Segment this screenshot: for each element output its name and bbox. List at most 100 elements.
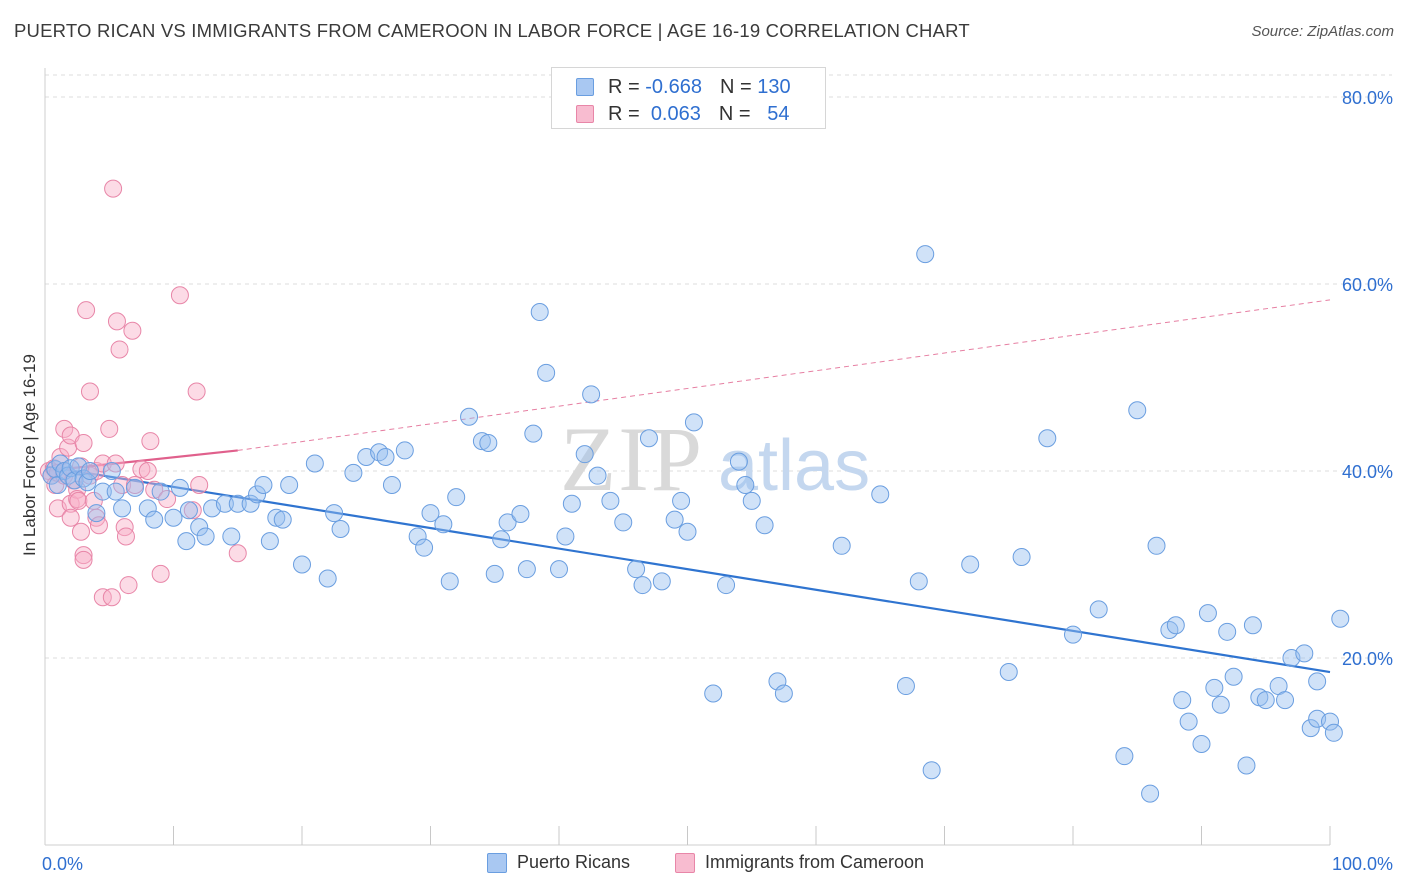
point-puerto-rican bbox=[633, 576, 652, 595]
point-puerto-rican bbox=[916, 245, 935, 264]
point-puerto-rican bbox=[447, 488, 466, 507]
point-puerto-rican bbox=[93, 482, 112, 501]
point-puerto-rican bbox=[190, 518, 209, 537]
point-puerto-rican bbox=[1192, 735, 1211, 754]
point-puerto-rican bbox=[961, 555, 980, 574]
point-puerto-rican bbox=[530, 303, 549, 322]
point-puerto-rican bbox=[164, 508, 183, 527]
point-puerto-rican bbox=[479, 433, 498, 452]
point-cameroon bbox=[187, 382, 206, 401]
series-legend: Puerto Ricans Immigrants from Cameroon bbox=[0, 852, 1406, 878]
point-puerto-rican bbox=[138, 499, 157, 518]
point-puerto-rican bbox=[1324, 723, 1343, 742]
legend-swatch-pink bbox=[675, 852, 695, 873]
legend-swatch-pink bbox=[576, 105, 594, 123]
point-cameroon bbox=[190, 476, 209, 495]
point-cameroon bbox=[158, 490, 177, 509]
point-cameroon bbox=[132, 460, 151, 479]
point-puerto-rican bbox=[1243, 616, 1262, 635]
point-puerto-rican bbox=[627, 560, 646, 579]
point-cameroon bbox=[74, 546, 93, 565]
point-cameroon bbox=[228, 544, 247, 563]
point-puerto-rican bbox=[729, 452, 748, 471]
legend-n-label: N = bbox=[718, 102, 751, 125]
point-puerto-rican bbox=[717, 576, 736, 595]
point-cameroon bbox=[115, 518, 134, 537]
point-puerto-rican bbox=[344, 463, 363, 482]
point-puerto-rican bbox=[382, 476, 401, 495]
point-puerto-rican bbox=[267, 508, 286, 527]
point-puerto-rican bbox=[1198, 604, 1217, 623]
legend-swatch-blue bbox=[576, 78, 594, 96]
point-puerto-rican bbox=[59, 466, 78, 485]
point-puerto-rican bbox=[170, 478, 189, 497]
legend-label: Immigrants from Cameroon bbox=[705, 852, 925, 872]
legend-row-puerto-ricans: R = -0.668 N = 130 bbox=[576, 75, 791, 99]
point-cameroon bbox=[77, 301, 96, 320]
point-puerto-rican bbox=[922, 761, 941, 780]
point-puerto-rican bbox=[254, 476, 273, 495]
chart-title: PUERTO RICAN VS IMMIGRANTS FROM CAMEROON… bbox=[14, 20, 970, 41]
legend-item-puerto-ricans[interactable]: Puerto Ricans bbox=[487, 852, 630, 873]
legend-item-cameroon[interactable]: Immigrants from Cameroon bbox=[675, 852, 924, 873]
point-puerto-rican bbox=[61, 459, 80, 478]
point-puerto-rican bbox=[125, 478, 144, 497]
point-puerto-rican bbox=[395, 441, 414, 460]
series-cameroon-points bbox=[39, 179, 247, 607]
series-puerto-rican-points bbox=[42, 245, 1350, 803]
point-cameroon bbox=[145, 480, 164, 499]
source-label: Source: ZipAtlas.com bbox=[1251, 23, 1394, 40]
point-puerto-rican bbox=[421, 504, 440, 523]
point-puerto-rican bbox=[1301, 719, 1320, 738]
point-puerto-rican bbox=[273, 510, 292, 529]
point-puerto-rican bbox=[678, 522, 697, 541]
point-puerto-rican bbox=[562, 494, 581, 513]
point-puerto-rican bbox=[639, 429, 658, 448]
point-puerto-rican bbox=[524, 424, 543, 443]
legend-n-value: 54 bbox=[767, 102, 790, 125]
point-puerto-rican bbox=[665, 510, 684, 529]
point-cameroon bbox=[170, 286, 189, 305]
legend-r-value: -0.668 bbox=[645, 75, 702, 98]
gridlines bbox=[45, 74, 1392, 659]
point-puerto-rican bbox=[145, 510, 164, 529]
point-puerto-rican bbox=[774, 684, 793, 703]
point-puerto-rican bbox=[318, 569, 337, 588]
point-cameroon bbox=[138, 462, 157, 480]
point-puerto-rican bbox=[755, 516, 774, 535]
point-puerto-rican bbox=[78, 473, 97, 492]
point-cameroon bbox=[151, 564, 170, 583]
point-puerto-rican bbox=[1089, 600, 1108, 619]
point-puerto-rican bbox=[1308, 672, 1327, 691]
point-cameroon bbox=[119, 576, 138, 595]
legend-r-value: 0.063 bbox=[650, 102, 701, 125]
point-puerto-rican bbox=[517, 560, 536, 579]
point-puerto-rican bbox=[652, 572, 671, 591]
legend-r-label: R = bbox=[608, 75, 640, 98]
point-puerto-rican bbox=[215, 494, 234, 513]
legend-label: Puerto Ricans bbox=[517, 852, 631, 872]
point-cameroon bbox=[116, 527, 135, 546]
point-puerto-rican bbox=[80, 462, 99, 480]
x-tick-label: 0.0% bbox=[42, 854, 83, 874]
point-cameroon bbox=[55, 419, 74, 438]
point-puerto-rican bbox=[1321, 712, 1339, 731]
y-tick-label: 60.0% bbox=[1342, 275, 1393, 295]
point-puerto-rican bbox=[248, 485, 267, 504]
point-puerto-rican bbox=[588, 466, 607, 485]
point-puerto-rican bbox=[1224, 667, 1243, 686]
point-puerto-rican bbox=[1160, 620, 1179, 639]
point-cameroon bbox=[55, 466, 74, 485]
point-puerto-rican bbox=[1211, 695, 1230, 714]
point-puerto-rican bbox=[87, 504, 106, 523]
point-puerto-rican bbox=[260, 532, 279, 551]
legend-swatch-blue bbox=[487, 852, 507, 873]
point-cameroon bbox=[87, 508, 106, 527]
point-puerto-rican bbox=[1205, 678, 1224, 697]
point-puerto-rican bbox=[106, 482, 125, 501]
point-puerto-rican bbox=[460, 407, 479, 426]
point-cameroon bbox=[61, 508, 80, 527]
point-puerto-rican bbox=[370, 443, 389, 462]
point-puerto-rican bbox=[1147, 536, 1166, 555]
